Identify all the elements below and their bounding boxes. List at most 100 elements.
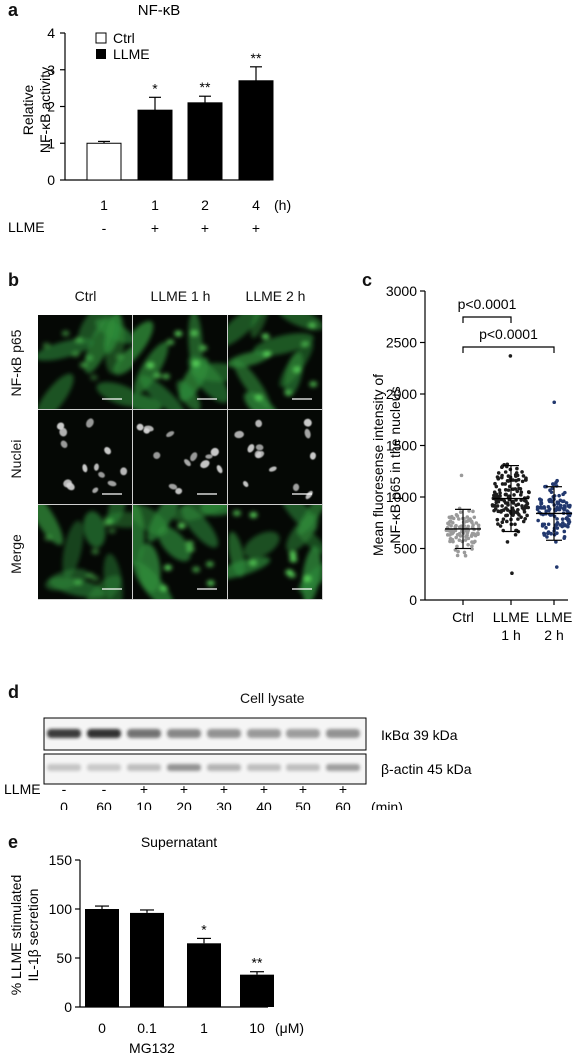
band-actin xyxy=(47,764,81,771)
chart-c-point xyxy=(520,504,524,508)
chart-c-point xyxy=(504,492,508,497)
microscopy-image xyxy=(133,505,227,599)
band-actin xyxy=(207,764,241,771)
chart-c-point xyxy=(525,513,529,518)
chart-c-point xyxy=(476,531,480,535)
microscopy-image xyxy=(228,505,322,599)
panel-b-letter: b xyxy=(8,270,19,290)
chart-a-ytick-label: 4 xyxy=(47,25,55,41)
chart-c-point xyxy=(542,505,546,509)
chart-c-point xyxy=(551,482,555,486)
chart-e-ylabel-line2: IL-1β secretion xyxy=(25,889,41,982)
chart-c-point xyxy=(456,549,460,554)
chart-c-point xyxy=(499,475,504,480)
chart-c-point xyxy=(503,482,507,486)
chart-c-point xyxy=(552,400,557,405)
chart-c-point xyxy=(546,522,551,527)
chart-c-bracket xyxy=(462,316,512,323)
chart-a-ytick-label: 2 xyxy=(47,99,55,115)
blot-time-label: 10 xyxy=(136,799,152,810)
chart-c-point xyxy=(471,523,475,527)
chart-c-point xyxy=(555,526,560,530)
chart-e-x-unit: (μM) xyxy=(275,1020,304,1036)
blot-treatment-mark: - xyxy=(62,781,67,797)
blot-treatment-mark: + xyxy=(180,781,188,797)
chart-c-ytick-label: 2500 xyxy=(386,335,417,351)
chart-c-point xyxy=(519,493,523,497)
chart-c-point xyxy=(539,498,544,502)
chart-c-point xyxy=(520,470,524,474)
chart-c-point xyxy=(563,523,567,527)
blot-treatment-mark: + xyxy=(299,781,307,797)
chart-c-point xyxy=(542,531,546,536)
chart-c-point xyxy=(474,521,479,525)
chart-c-point xyxy=(472,532,477,537)
chart-c-point xyxy=(470,547,474,551)
band-actin xyxy=(326,764,360,771)
chart-c-point xyxy=(495,517,500,522)
chart-c-point xyxy=(562,535,567,539)
chart-e-ytick-label: 50 xyxy=(56,950,72,966)
chart-c-point xyxy=(562,529,567,534)
chart-c-point xyxy=(561,492,565,497)
chart-c-point xyxy=(469,534,474,538)
chart-c-point xyxy=(557,507,562,512)
chart-c-point xyxy=(549,531,553,536)
chart-e-ytick-label: 150 xyxy=(49,852,73,868)
chart-c-point xyxy=(515,473,520,478)
chart-a-treatment-mark: - xyxy=(102,220,107,236)
chart-c-point xyxy=(555,517,559,521)
chart-e-bar xyxy=(187,943,221,1007)
chart-c-point xyxy=(447,515,452,520)
chart-c: Mean fluoresense intensity of NF-κB p65 … xyxy=(370,283,572,643)
chart-e-significance: ** xyxy=(252,955,263,971)
chart-c-point xyxy=(555,478,559,483)
blot-treatment-mark: + xyxy=(260,781,268,797)
chart-c-point xyxy=(504,513,508,518)
chart-c-point xyxy=(467,509,471,513)
chart-c-ytick-label: 500 xyxy=(394,541,418,557)
band-actin xyxy=(247,764,281,771)
chart-c-point xyxy=(560,517,565,521)
blot-time-label: 40 xyxy=(256,799,272,810)
chart-c-point xyxy=(499,509,504,513)
chart-c-point xyxy=(515,511,520,515)
chart-c-ylabel-line1: Mean fluoresense intensity of xyxy=(370,374,386,556)
chart-c-point xyxy=(457,531,462,536)
chart-c-ytick-label: 1500 xyxy=(386,438,417,454)
chart-c-point xyxy=(556,502,560,506)
chart-c-point xyxy=(544,509,549,513)
chart-e-ylabel-line1: % LLME stimulated xyxy=(8,875,24,996)
chart-c-point xyxy=(554,508,558,512)
chart-a-treatment-mark: + xyxy=(252,220,260,236)
chart-c-point xyxy=(510,506,515,510)
chart-c-ytick-label: 3000 xyxy=(386,283,417,299)
chart-c-point xyxy=(446,528,451,533)
chart-c-point xyxy=(498,491,502,495)
chart-a-bar xyxy=(137,109,173,181)
chart-c-point xyxy=(515,466,519,471)
chart-c-point xyxy=(510,571,514,576)
row-label-nfkb: NF-κB p65 xyxy=(8,329,24,397)
legend-llme-swatch xyxy=(96,49,106,59)
chart-c-point xyxy=(465,515,470,519)
blot-time-label: 50 xyxy=(295,799,311,810)
chart-c-point xyxy=(498,524,503,528)
chart-c-point xyxy=(555,531,559,535)
microscopy-image xyxy=(136,423,223,495)
chart-c-point xyxy=(508,354,513,358)
panel-a-letter: a xyxy=(8,0,19,20)
col-label-llme-1h: LLME 1 h xyxy=(150,288,211,304)
microscopy-tile xyxy=(133,315,227,409)
microscopy-tile xyxy=(38,410,132,504)
chart-c-point xyxy=(493,481,497,486)
chart-c-point xyxy=(466,542,470,547)
chart-c-point xyxy=(522,506,527,511)
chart-c-bracket xyxy=(462,346,555,353)
panel-d-letter: d xyxy=(8,682,19,702)
chart-a-significance: ** xyxy=(200,79,211,95)
chart-c-point xyxy=(503,470,508,474)
chart-c-point xyxy=(494,493,498,498)
chart-c-point xyxy=(470,540,474,544)
chart-c-point xyxy=(473,539,477,544)
